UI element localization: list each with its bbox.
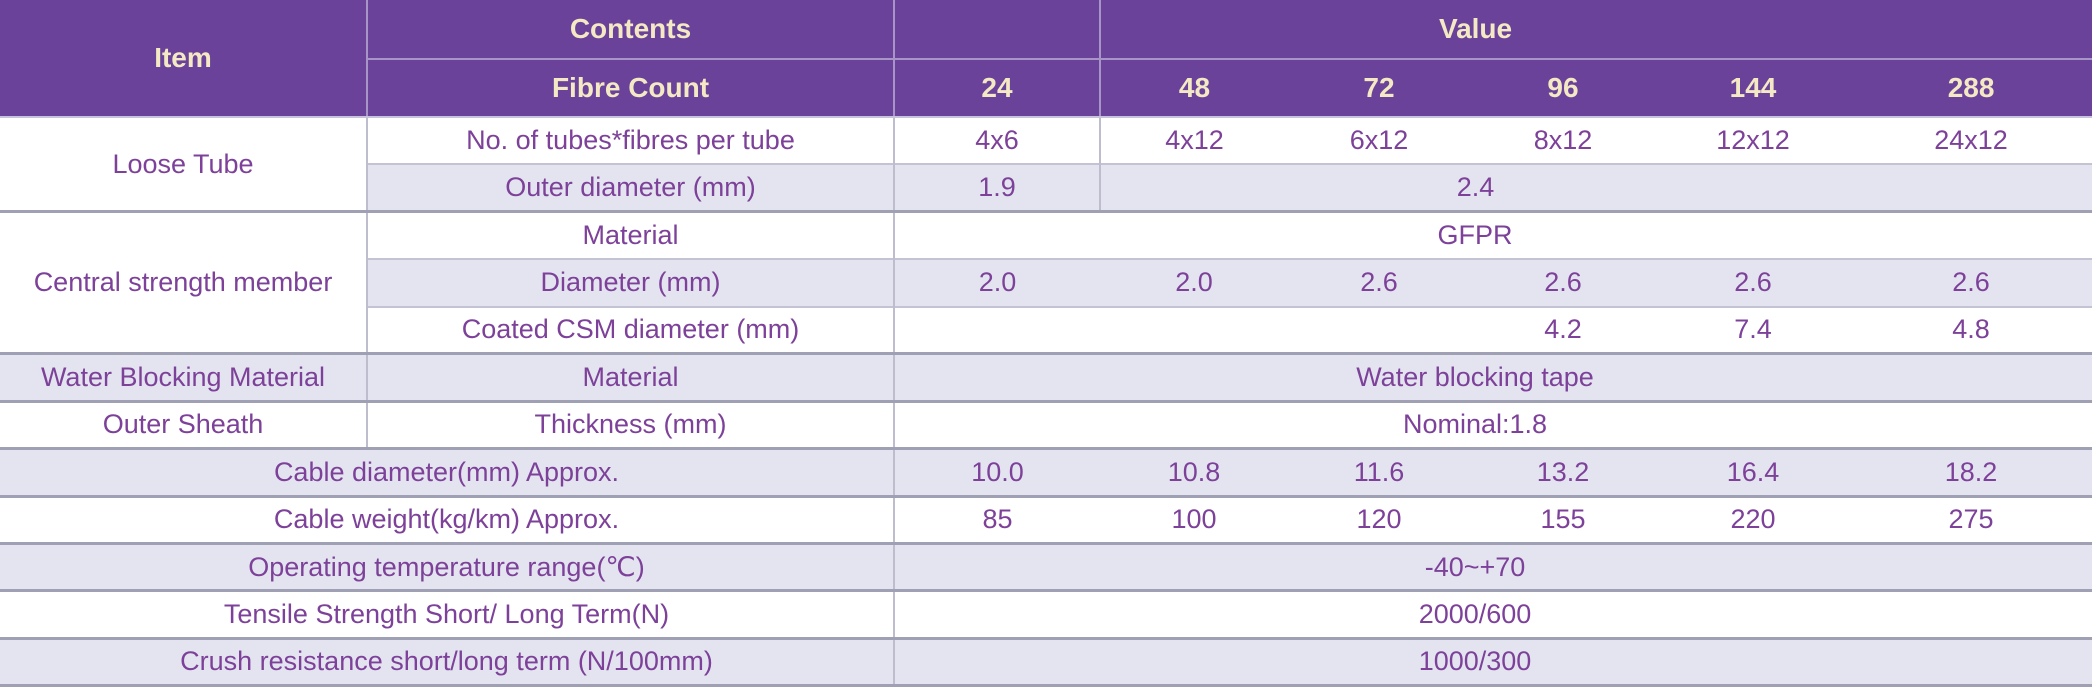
value-cell <box>1288 305 1470 354</box>
value-cell: 6x12 <box>1288 117 1470 165</box>
header-cell-value-extension <box>1850 0 2092 60</box>
contents-cell-diameter-label: Diameter (mm) <box>367 258 895 307</box>
value-cell: 2.0 <box>894 258 1100 307</box>
header-cell-count-96: 96 <box>1470 59 1656 118</box>
empty-cell <box>1850 636 2092 687</box>
item-cell-water-blocking-material: Water Blocking Material <box>0 352 368 402</box>
value-cell: 1.9 <box>894 163 1101 212</box>
value-cell-merged: GFPR <box>1100 210 1851 260</box>
empty-cell <box>894 636 1100 687</box>
value-cell: 8x12 <box>1470 117 1656 165</box>
empty-cell <box>894 399 1100 449</box>
value-cell-merged: 1000/300 <box>1100 636 1851 687</box>
empty-cell <box>1850 541 2092 591</box>
label-cell-cable-diameter: Cable diameter(mm) Approx. <box>0 447 895 496</box>
label-cell-crush-resistance: Crush resistance short/long term (N/100m… <box>0 636 895 687</box>
value-cell: 220 <box>1656 494 1851 544</box>
label-cell-tensile-strength: Tensile Strength Short/ Long Term(N) <box>0 589 895 639</box>
empty-cell <box>894 352 1100 402</box>
header-cell-contents: Contents <box>367 0 895 60</box>
value-cell: 4.2 <box>1470 305 1656 354</box>
header-cell-value: Value <box>1100 0 1851 60</box>
value-cell: 120 <box>1288 494 1470 544</box>
empty-cell <box>894 589 1100 639</box>
value-cell: 12x12 <box>1656 117 1851 165</box>
value-cell: 275 <box>1850 494 2092 544</box>
value-cell: 10.8 <box>1100 447 1288 496</box>
value-cell: 4x12 <box>1100 117 1288 165</box>
contents-cell-material-label: Material <box>367 210 895 260</box>
value-cell: 24x12 <box>1850 117 2092 165</box>
empty-cell <box>1850 352 2092 402</box>
value-cell: 2.0 <box>1100 258 1288 307</box>
contents-cell-wbm-material-label: Material <box>367 352 895 402</box>
contents-cell-tubes-label: No. of tubes*fibres per tube <box>367 117 895 165</box>
contents-cell-coated-csm-label: Coated CSM diameter (mm) <box>367 305 895 354</box>
header-cell-count-48: 48 <box>1100 59 1288 118</box>
empty-cell <box>1850 589 2092 639</box>
value-cell: 10.0 <box>894 447 1100 496</box>
contents-cell-thickness-label: Thickness (mm) <box>367 399 895 449</box>
header-cell-item: Item <box>0 0 368 118</box>
value-cell: 13.2 <box>1470 447 1656 496</box>
header-cell-fibre-count: Fibre Count <box>367 59 895 118</box>
item-cell-loose-tube: Loose Tube <box>0 117 368 212</box>
value-cell: 2.6 <box>1656 258 1851 307</box>
value-cell: 2.6 <box>1850 258 2092 307</box>
value-cell: 85 <box>894 494 1100 544</box>
value-cell: 4x6 <box>894 117 1101 165</box>
header-cell-count-72: 72 <box>1288 59 1470 118</box>
value-cell: 18.2 <box>1850 447 2092 496</box>
value-cell-merged: 2000/600 <box>1100 589 1851 639</box>
header-cell-count-288: 288 <box>1850 59 2092 118</box>
empty-cell <box>894 210 1100 260</box>
empty-cell <box>894 541 1100 591</box>
label-cell-cable-weight: Cable weight(kg/km) Approx. <box>0 494 895 544</box>
value-cell-merged: Water blocking tape <box>1100 352 1851 402</box>
label-cell-operating-temperature: Operating temperature range(℃) <box>0 541 895 591</box>
value-cell: 155 <box>1470 494 1656 544</box>
value-cell: 11.6 <box>1288 447 1470 496</box>
empty-cell <box>1850 210 2092 260</box>
empty-cell <box>1850 399 2092 449</box>
empty-cell <box>1850 163 2092 212</box>
value-cell: 7.4 <box>1656 305 1851 354</box>
value-cell <box>894 305 1100 354</box>
value-cell-merged: Nominal:1.8 <box>1100 399 1851 449</box>
header-cell-count-144: 144 <box>1656 59 1851 118</box>
value-cell: 2.6 <box>1470 258 1656 307</box>
value-cell-merged: 2.4 <box>1100 163 1851 212</box>
value-cell <box>1100 305 1288 354</box>
value-cell: 2.6 <box>1288 258 1470 307</box>
value-cell-merged: -40~+70 <box>1100 541 1851 591</box>
value-cell: 4.8 <box>1850 305 2092 354</box>
contents-cell-outer-diameter-label: Outer diameter (mm) <box>367 163 895 212</box>
value-cell: 100 <box>1100 494 1288 544</box>
item-cell-central-strength-member: Central strength member <box>0 210 368 354</box>
header-cell-blank <box>894 0 1101 60</box>
header-cell-count-24: 24 <box>894 59 1101 118</box>
value-cell: 16.4 <box>1656 447 1851 496</box>
item-cell-outer-sheath: Outer Sheath <box>0 399 368 449</box>
